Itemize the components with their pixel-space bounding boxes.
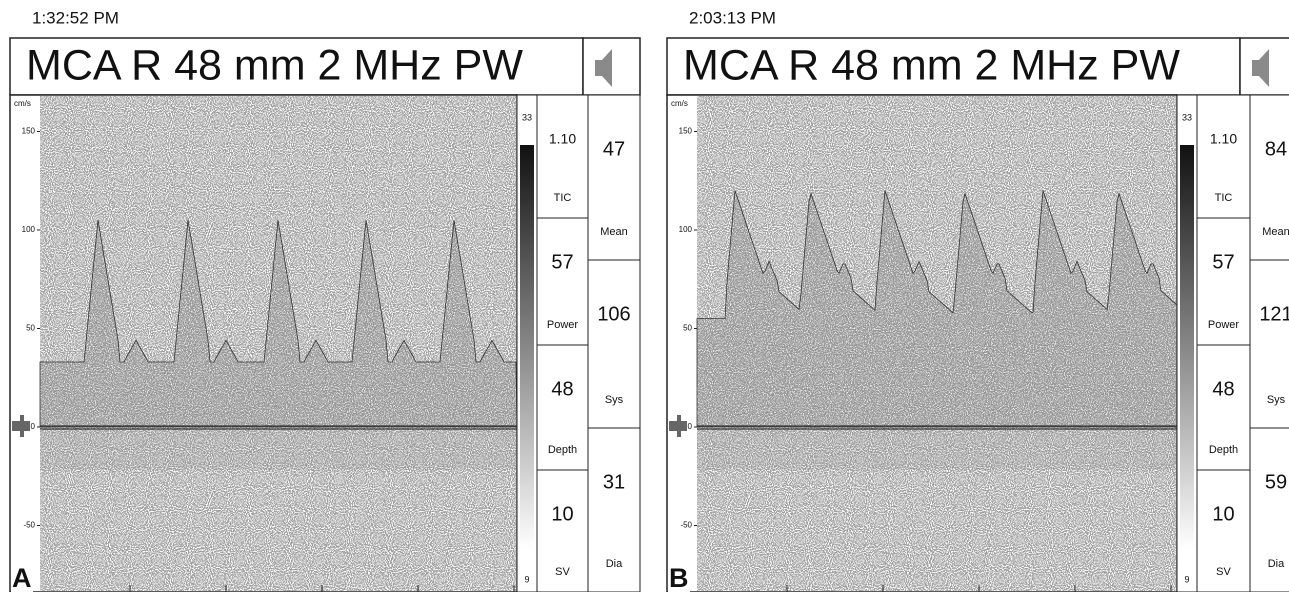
- setting-label: Depth: [548, 444, 577, 456]
- measurement-cell: [1249, 259, 1289, 429]
- measurement-value: 121: [1259, 303, 1289, 325]
- setting-label: SV: [1216, 566, 1231, 578]
- speaker-icon: [595, 49, 612, 87]
- panel-label-bg: [668, 568, 690, 592]
- measurement-value: 47: [603, 138, 625, 160]
- measurement-value: 59: [1265, 471, 1287, 493]
- measurement-label: Mean: [1262, 226, 1289, 238]
- header-title: MCA R 48 mm 2 MHz PW: [26, 41, 523, 89]
- measurement-label: Dia: [606, 558, 623, 570]
- axis-unit: cm/s: [14, 99, 31, 108]
- measurement-value: 31: [603, 471, 625, 493]
- scale-min: 9: [524, 574, 529, 584]
- setting-cell: [1196, 217, 1251, 346]
- measurement-cell: [587, 94, 641, 261]
- measurement-cell: [1249, 94, 1289, 261]
- scale-bar: [520, 145, 534, 550]
- scale-bar: [1180, 145, 1194, 550]
- axis-tick-label: 0: [688, 422, 693, 431]
- timestamp: 2:03:13 PM: [689, 8, 776, 27]
- axis-tick-label: 0: [31, 422, 36, 431]
- setting-value: 57: [551, 251, 573, 273]
- setting-label: TIC: [554, 192, 572, 204]
- setting-value: 10: [551, 503, 573, 525]
- setting-value: 48: [551, 378, 573, 400]
- baseline-marker: [669, 415, 687, 437]
- setting-label: Power: [1208, 319, 1240, 331]
- measurement-cell: [587, 259, 641, 429]
- measurement-label: Mean: [600, 226, 628, 238]
- setting-cell: [536, 217, 589, 346]
- setting-cell: [536, 344, 589, 471]
- reverse-flow: [40, 430, 517, 470]
- setting-value: 48: [1212, 378, 1234, 400]
- reverse-flow: [697, 430, 1177, 470]
- axis-tick-label: 100: [679, 225, 693, 234]
- setting-cell: [1196, 344, 1251, 471]
- axis-tick-label: 150: [679, 127, 693, 136]
- header-title: MCA R 48 mm 2 MHz PW: [683, 41, 1180, 89]
- spectrum: [697, 190, 1177, 427]
- axis-tick-label: 50: [683, 324, 692, 333]
- panel-label: A: [12, 563, 32, 592]
- measurement-cell: [1249, 427, 1289, 592]
- axis-tick-label: 100: [22, 225, 36, 234]
- panel-label-bg: [11, 568, 33, 592]
- axis-tick-label: -50: [23, 521, 35, 530]
- setting-value: 57: [1212, 251, 1234, 273]
- measurement-label: Sys: [605, 394, 624, 406]
- setting-label: Power: [547, 319, 579, 331]
- axis-unit: cm/s: [671, 99, 688, 108]
- scale-max: 33: [522, 112, 532, 122]
- setting-cell: [536, 469, 589, 592]
- axis-tick-label: 150: [22, 127, 36, 136]
- axis-tick-label: -50: [680, 521, 692, 530]
- measurement-cell: [587, 427, 641, 592]
- measurement-label: Sys: [1267, 394, 1286, 406]
- header-box: [666, 37, 1241, 96]
- setting-value: 10: [1212, 503, 1234, 525]
- setting-value: 1.10: [1210, 131, 1237, 147]
- spectrum: [40, 220, 517, 427]
- measurement-value: 84: [1265, 138, 1287, 160]
- setting-value: 1.10: [549, 131, 576, 147]
- scale-min: 9: [1184, 574, 1189, 584]
- header-box: [9, 37, 584, 96]
- setting-label: Depth: [1209, 444, 1238, 456]
- measurement-label: Dia: [1268, 558, 1285, 570]
- setting-label: TIC: [1215, 192, 1233, 204]
- spectrum-outline: [696, 190, 1178, 428]
- baseline-marker: [12, 415, 30, 437]
- scale-max: 33: [1182, 112, 1192, 122]
- panel-label: B: [669, 563, 689, 592]
- setting-label: SV: [555, 566, 570, 578]
- setting-cell: [1196, 469, 1251, 592]
- timestamp: 1:32:52 PM: [32, 8, 119, 27]
- measurement-value: 106: [597, 303, 630, 325]
- setting-cell: [1196, 94, 1251, 219]
- speaker-icon: [1252, 49, 1269, 87]
- spectrum-outline: [39, 220, 518, 428]
- axis-tick-label: 50: [26, 324, 35, 333]
